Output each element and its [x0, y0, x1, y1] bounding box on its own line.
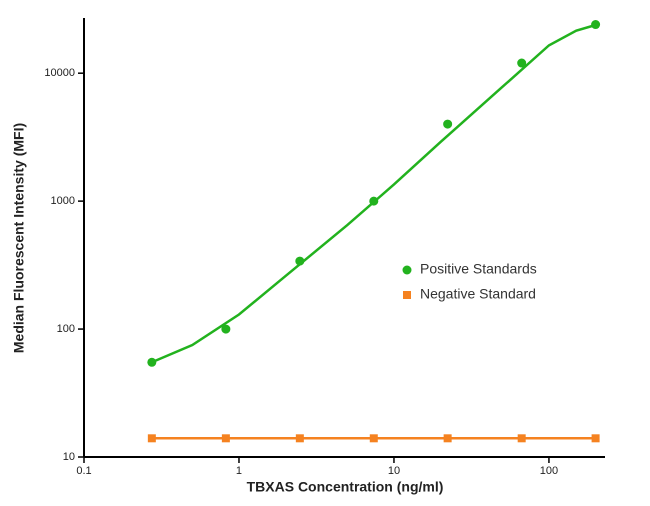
point	[221, 324, 231, 334]
y-tick-label: 100	[57, 323, 75, 335]
legend-label: Positive Standards	[420, 261, 537, 277]
point	[221, 434, 230, 443]
point	[517, 58, 527, 68]
point	[517, 434, 526, 443]
x-axis-title: TBXAS Concentration (ng/ml)	[247, 479, 444, 495]
fit-curve	[151, 23, 596, 364]
legend-marker	[402, 265, 412, 275]
y-tick-label: 10000	[44, 67, 75, 79]
y-tick-label: 10	[63, 451, 75, 463]
point	[147, 357, 157, 367]
y-axis-title: Median Fluorescent Intensity (MFI)	[11, 123, 27, 353]
x-tick-label: 0.1	[76, 465, 91, 477]
point	[295, 256, 305, 266]
point	[147, 434, 156, 443]
point	[295, 434, 304, 443]
y-tick-label: 1000	[51, 195, 75, 207]
x-tick-label: 1	[236, 465, 242, 477]
point	[591, 434, 600, 443]
point	[443, 119, 453, 129]
x-tick-label: 10	[388, 465, 400, 477]
x-tick-label: 100	[540, 465, 558, 477]
legend-label: Negative Standard	[420, 286, 536, 302]
point	[591, 20, 601, 30]
legend-marker	[403, 291, 411, 299]
point	[369, 434, 378, 443]
point	[443, 434, 452, 443]
point	[369, 196, 379, 206]
